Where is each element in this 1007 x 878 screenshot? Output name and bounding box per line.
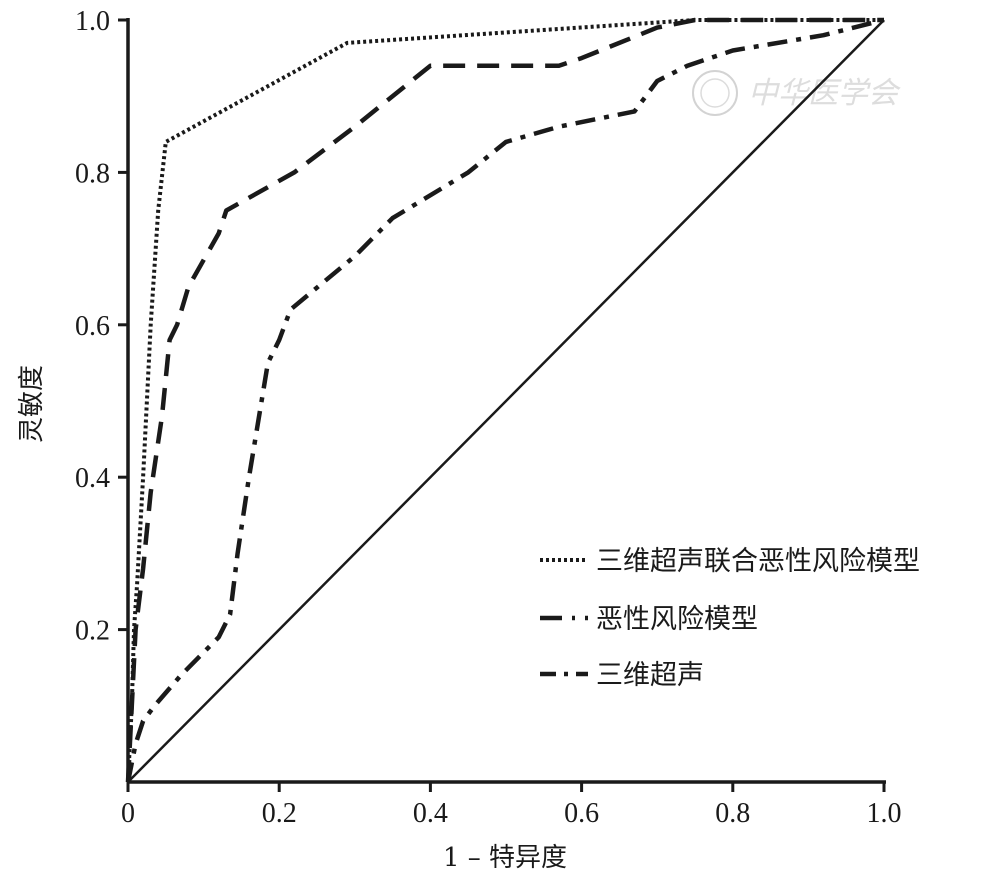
watermark-seal-icon	[692, 70, 738, 116]
y-tick-label: 0.6	[75, 311, 110, 342]
axes	[118, 18, 886, 792]
reference-diagonal-line	[127, 19, 885, 783]
y-tick-label: 1.0	[75, 6, 110, 37]
series-line-1	[126, 18, 884, 783]
x-axis-title: 1 – 特异度	[443, 843, 567, 873]
legend-label-1: 三维超声联合恶性风险模型	[596, 546, 920, 577]
y-tick-label: 0.8	[75, 158, 110, 189]
watermark-seal-inner-icon	[700, 78, 730, 108]
y-axis-title: 灵敏度	[17, 365, 47, 443]
y-tick-label: 0.4	[75, 463, 110, 494]
x-tick-label: 0.2	[262, 798, 297, 829]
legend-label-2: 恶性风险模型	[596, 604, 758, 635]
plot-area	[125, 17, 885, 783]
y-tick-label: 0.2	[75, 616, 110, 647]
watermark-text: 中华医学会	[748, 76, 901, 111]
x-tick-label: 0.8	[715, 798, 750, 829]
tick-labels: 0 0.2 0.4 0.6 0.8 1.0 0.2 0.4 0.6 0.8 1.0	[75, 6, 902, 829]
legend-label-3: 三维超声	[596, 660, 704, 691]
x-tick-label: 1.0	[867, 798, 902, 829]
x-tick-label: 0.4	[413, 798, 448, 829]
watermark: 中华医学会	[692, 70, 901, 116]
series-line-2	[125, 17, 884, 783]
x-tick-label: 0.6	[564, 798, 599, 829]
x-tick-label: 0	[121, 798, 135, 829]
